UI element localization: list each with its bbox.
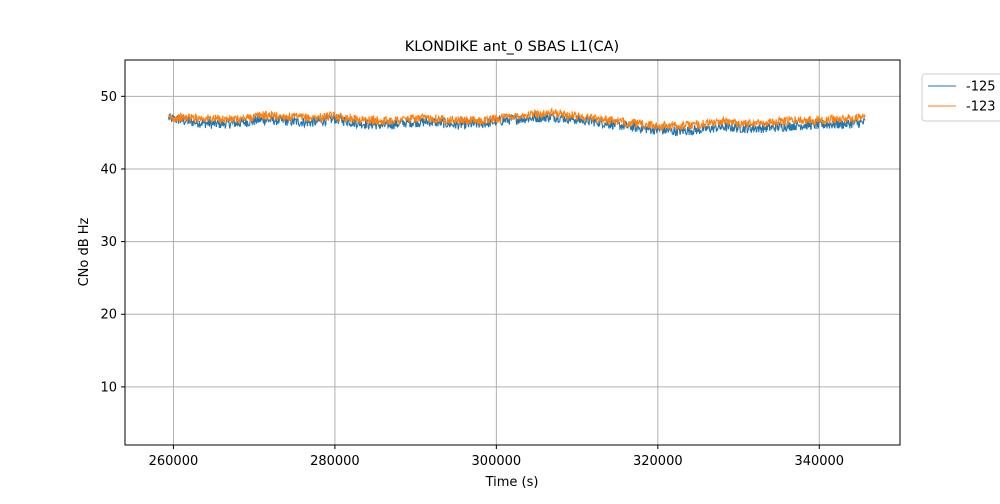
x-tick-label: 320000 (633, 454, 683, 469)
chart-title: KLONDIKE ant_0 SBAS L1(CA) (405, 39, 619, 55)
x-tick-label: 260000 (149, 454, 199, 469)
y-tick-label: 20 (100, 308, 117, 323)
legend-label-1: -123 (966, 100, 996, 115)
x-axis-ticks: 260000 280000 300000 320000 340000 (149, 445, 844, 469)
series-line-1 (168, 106, 866, 132)
legend: -125 -123 (921, 73, 1000, 122)
y-axis-ticks: 10 20 30 40 50 (100, 90, 125, 395)
x-tick-label: 340000 (794, 454, 844, 469)
y-tick-label: 10 (100, 380, 117, 395)
y-tick-label: 50 (100, 90, 117, 105)
y-tick-label: 40 (100, 162, 117, 177)
x-tick-label: 280000 (310, 454, 360, 469)
y-axis-label: CNo dB Hz (77, 217, 92, 286)
plot-frame (124, 59, 901, 446)
series-layer (168, 106, 866, 137)
x-axis-label: Time (s) (485, 475, 539, 490)
y-tick-label: 30 (100, 235, 117, 250)
legend-label-0: -125 (966, 80, 996, 95)
x-tick-label: 300000 (472, 454, 522, 469)
